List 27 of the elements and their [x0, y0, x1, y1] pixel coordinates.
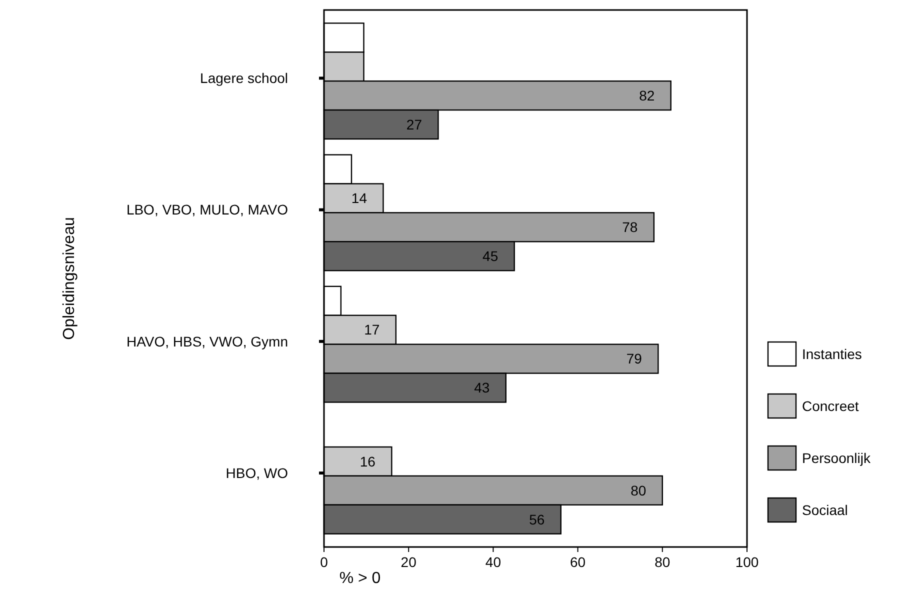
- data-label: 27: [406, 116, 422, 132]
- y-tick-label: LBO, VBO, MULO, MAVO: [126, 202, 288, 218]
- legend-label: Instanties: [802, 346, 862, 362]
- legend-label: Sociaal: [802, 502, 848, 518]
- y-tick-label: Lagere school: [200, 70, 288, 86]
- x-tick-label: 20: [400, 554, 417, 570]
- x-tick-label: 100: [735, 554, 759, 570]
- data-label: 45: [482, 248, 498, 264]
- data-label: 14: [351, 190, 368, 206]
- x-tick-label: 40: [485, 554, 502, 570]
- x-axis-title: % > 0: [339, 570, 381, 587]
- data-label: 82: [639, 87, 655, 104]
- data-label: 16: [360, 453, 376, 470]
- x-tick-label: 60: [570, 554, 586, 570]
- x-tick-label: 80: [654, 554, 670, 570]
- data-label: 43: [474, 380, 490, 396]
- y-tick-label: HAVO, HBS, VWO, Gymn: [126, 333, 288, 350]
- x-tick-label: 0: [320, 554, 328, 570]
- data-label: 78: [622, 219, 638, 236]
- data-label: 56: [529, 511, 545, 528]
- y-tick-label: HBO, WO: [226, 464, 288, 481]
- y-axis-title: Opleidingsniveau: [61, 217, 78, 340]
- legend-label: Persoonlijk: [802, 450, 872, 466]
- data-label: 80: [630, 482, 646, 498]
- legend-label: Concreet: [802, 398, 859, 414]
- data-label: 79: [626, 350, 642, 367]
- data-label: 17: [364, 322, 380, 338]
